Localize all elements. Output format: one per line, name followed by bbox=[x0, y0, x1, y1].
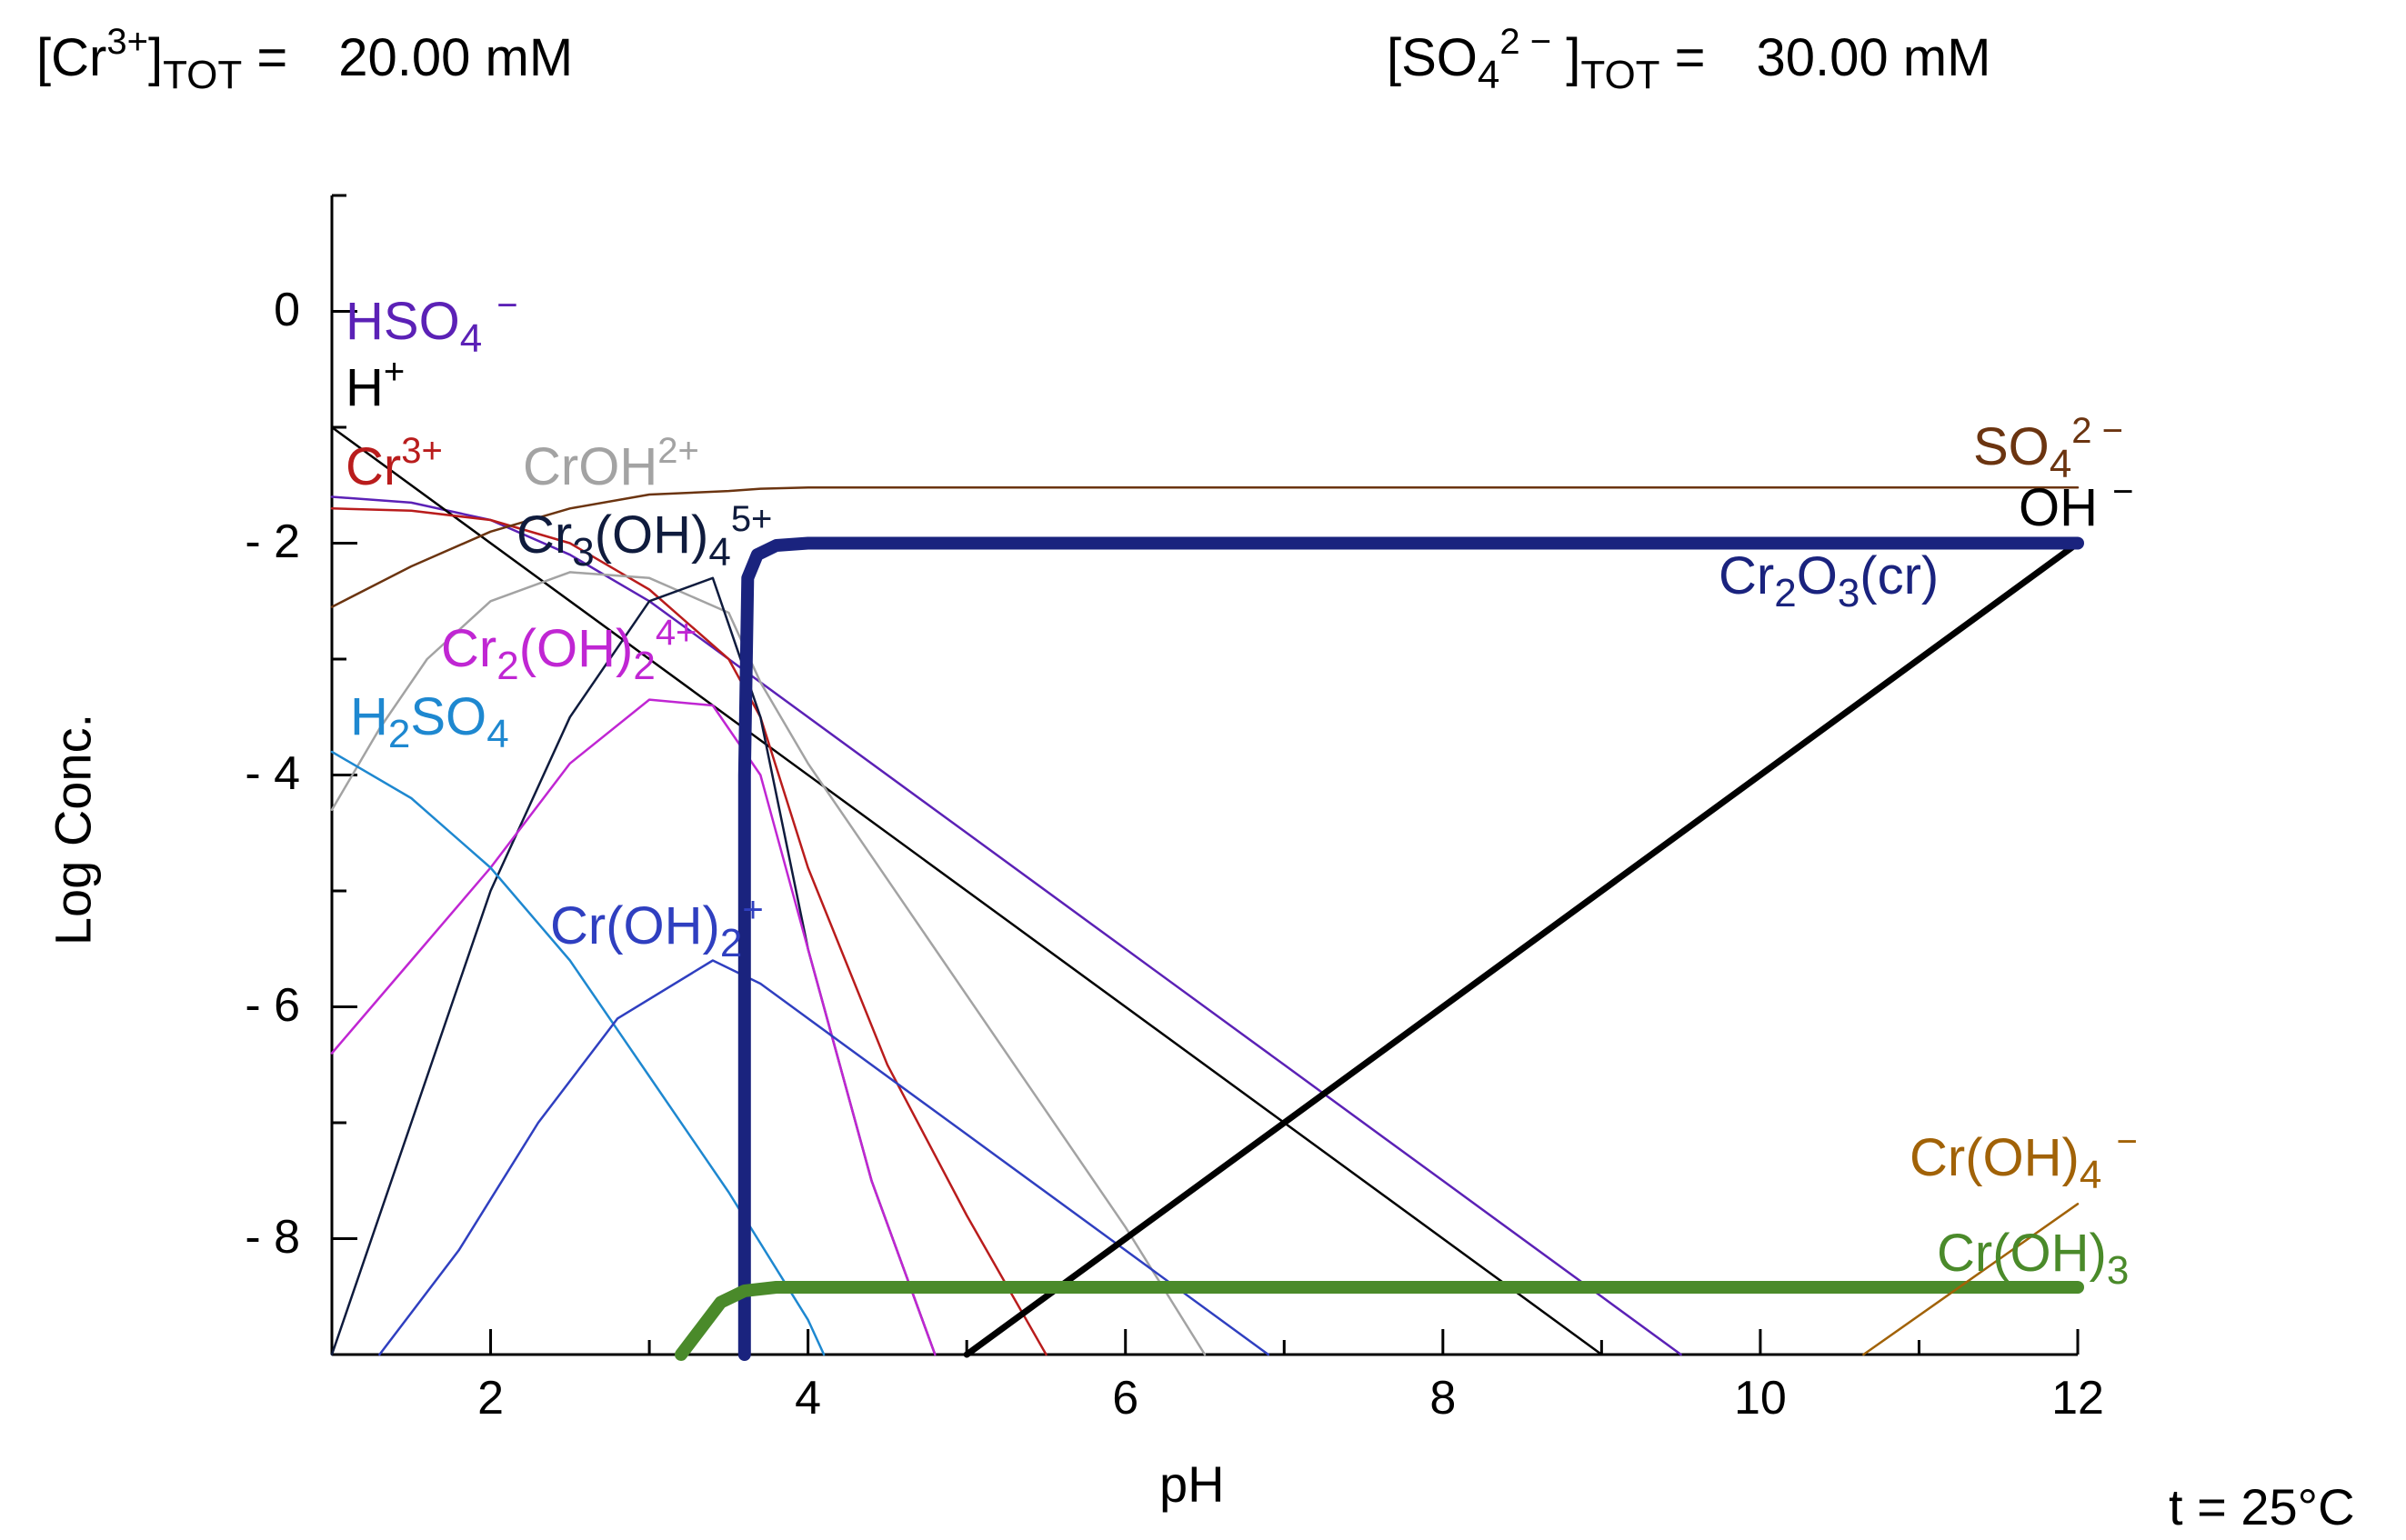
header-so4-eq: = bbox=[1659, 28, 1706, 87]
series-line-HSO4 bbox=[330, 495, 1682, 1356]
species-label-Cr2OH2: Cr2(OH)24+ bbox=[441, 613, 697, 688]
species-label-HSO4: HSO4 − bbox=[346, 285, 518, 361]
header-cr-charge: 3+ bbox=[106, 22, 148, 62]
header-so4-sub4: 4 bbox=[1477, 53, 1500, 97]
x-axis-title: pH bbox=[1159, 1455, 1225, 1513]
species-label-Cr2O3: Cr2O3(cr) bbox=[1719, 546, 1940, 615]
species-label-CrOH3: Cr(OH)3 bbox=[1937, 1224, 2130, 1293]
header-so4-open: [SO bbox=[1387, 28, 1478, 87]
x-tick-label: 8 bbox=[1429, 1372, 1457, 1425]
y-tick-label: 0 bbox=[274, 283, 300, 336]
species-label-CrOH4: Cr(OH)4 − bbox=[1910, 1122, 2138, 1197]
x-tick-label: 4 bbox=[795, 1372, 822, 1425]
series-line-Cr3 bbox=[330, 507, 1048, 1356]
header-cr-open: [Cr bbox=[36, 28, 107, 87]
y-tick-label: - 6 bbox=[245, 978, 300, 1032]
y-tick-label: - 8 bbox=[245, 1210, 300, 1264]
header-so4-total: [SO42 − ]TOT = 30.00 mM bbox=[1387, 24, 1991, 95]
series-line-CrOH4 bbox=[1862, 1203, 2080, 1356]
y-axis-title: Log Conc. bbox=[44, 713, 102, 946]
series-line-CrOH3 bbox=[675, 1281, 2084, 1361]
y-tick-label: - 2 bbox=[245, 515, 300, 568]
header-so4-value: 30.00 mM bbox=[1756, 28, 1991, 87]
header-so4-close: ] bbox=[1551, 28, 1581, 87]
species-label-H: H+ bbox=[346, 352, 406, 417]
header-cr-close: ] bbox=[147, 28, 164, 87]
series-line-OH bbox=[963, 540, 2081, 1358]
x-tick-label: 6 bbox=[1112, 1372, 1139, 1425]
species-label-H2SO4: H2SO4 bbox=[350, 687, 509, 756]
x-tick-label: 10 bbox=[1733, 1372, 1787, 1425]
species-label-CrOH2: CrOH2+ bbox=[523, 431, 699, 496]
species-label-CrOH2p: Cr(OH)2+ bbox=[550, 890, 764, 965]
species-label-Cr3: Cr3+ bbox=[346, 431, 443, 496]
header-cr-sub: TOT bbox=[163, 53, 243, 97]
series-line-Cr2OH2 bbox=[330, 698, 937, 1356]
header-so4-sub: TOT bbox=[1580, 53, 1660, 97]
series-line-CrOH2p bbox=[378, 959, 1270, 1356]
y-tick-label: - 4 bbox=[245, 746, 300, 800]
header-cr-total: [Cr3+]TOT = 20.00 mM bbox=[36, 24, 574, 95]
header-cr-eq: = bbox=[242, 28, 288, 87]
species-label-Cr3OH4: Cr3(OH)45+ bbox=[516, 499, 773, 575]
species-label-OH: OH − bbox=[2019, 472, 2134, 537]
series-line-SO4 bbox=[330, 486, 2080, 608]
series-line-Cr2O3 bbox=[737, 536, 2084, 1361]
header-cr-value: 20.00 mM bbox=[338, 28, 574, 87]
x-tick-label: 2 bbox=[477, 1372, 504, 1425]
temperature-label: t = 25°C bbox=[2169, 1478, 2355, 1535]
species-label-SO4: SO42 − bbox=[1973, 411, 2124, 486]
header-so4-charge: 2 − bbox=[1499, 22, 1552, 62]
series-line-H2SO4 bbox=[330, 750, 826, 1356]
x-tick-label: 12 bbox=[2051, 1372, 2104, 1425]
